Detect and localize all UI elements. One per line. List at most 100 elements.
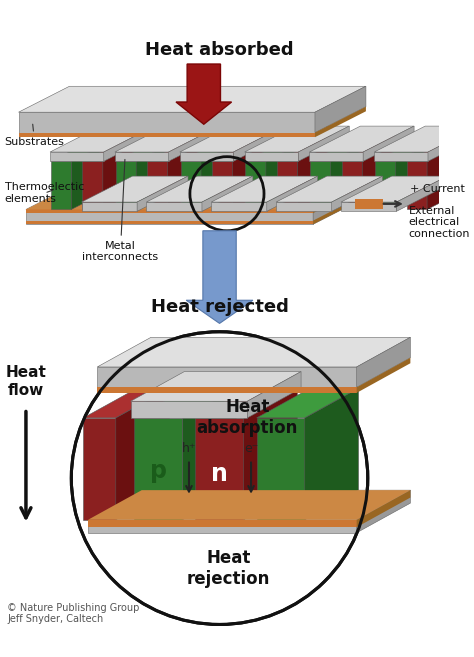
Polygon shape <box>186 231 253 323</box>
Polygon shape <box>211 176 318 202</box>
Polygon shape <box>315 106 366 137</box>
Polygon shape <box>18 112 315 133</box>
Polygon shape <box>181 135 252 161</box>
Polygon shape <box>116 388 170 520</box>
Polygon shape <box>88 490 410 520</box>
Polygon shape <box>315 86 366 133</box>
Polygon shape <box>331 135 382 210</box>
Polygon shape <box>256 388 358 418</box>
Polygon shape <box>375 161 396 210</box>
Polygon shape <box>51 161 71 210</box>
Polygon shape <box>97 337 410 367</box>
Polygon shape <box>246 135 317 161</box>
Text: Metal
interconnects: Metal interconnects <box>82 160 158 262</box>
Polygon shape <box>146 202 202 212</box>
Polygon shape <box>305 388 358 520</box>
Polygon shape <box>363 126 414 161</box>
Polygon shape <box>115 126 219 152</box>
Polygon shape <box>88 520 356 533</box>
Text: + Current: + Current <box>410 184 465 194</box>
Text: Heat
flow: Heat flow <box>6 365 46 397</box>
Polygon shape <box>26 210 313 224</box>
Polygon shape <box>26 221 313 224</box>
Polygon shape <box>310 161 331 210</box>
Text: Heat absorbed: Heat absorbed <box>145 41 294 59</box>
Polygon shape <box>245 152 298 161</box>
Polygon shape <box>212 135 283 161</box>
Polygon shape <box>342 161 362 210</box>
Ellipse shape <box>71 332 368 624</box>
Polygon shape <box>18 133 315 137</box>
Polygon shape <box>131 401 247 418</box>
Polygon shape <box>201 135 252 210</box>
Polygon shape <box>195 388 297 418</box>
Text: © Nature Publishing Group
Jeff Snyder, Caltech: © Nature Publishing Group Jeff Snyder, C… <box>8 603 140 624</box>
Polygon shape <box>407 135 474 161</box>
Polygon shape <box>202 176 253 212</box>
Polygon shape <box>356 490 410 527</box>
Polygon shape <box>211 202 267 212</box>
Polygon shape <box>212 161 233 210</box>
Polygon shape <box>82 202 137 212</box>
Polygon shape <box>375 135 447 161</box>
Polygon shape <box>168 135 219 210</box>
Text: p: p <box>150 459 167 483</box>
Polygon shape <box>71 135 122 210</box>
Polygon shape <box>181 161 201 210</box>
Polygon shape <box>276 176 383 202</box>
Polygon shape <box>50 152 104 161</box>
Polygon shape <box>83 418 116 520</box>
Polygon shape <box>298 126 349 161</box>
Polygon shape <box>147 135 219 161</box>
Polygon shape <box>362 135 413 210</box>
Polygon shape <box>297 135 348 210</box>
Polygon shape <box>356 357 410 393</box>
Text: h⁺: h⁺ <box>182 442 196 455</box>
Polygon shape <box>26 183 364 210</box>
Polygon shape <box>341 176 447 202</box>
Polygon shape <box>332 176 383 212</box>
Polygon shape <box>356 337 410 388</box>
Polygon shape <box>310 135 382 161</box>
Polygon shape <box>313 183 364 224</box>
Polygon shape <box>97 388 356 393</box>
Text: Substrates: Substrates <box>5 124 64 147</box>
Polygon shape <box>97 367 356 388</box>
Polygon shape <box>82 135 154 161</box>
Polygon shape <box>374 126 474 152</box>
Polygon shape <box>313 194 364 224</box>
Polygon shape <box>116 135 187 161</box>
Polygon shape <box>247 372 301 418</box>
Polygon shape <box>134 388 236 418</box>
Polygon shape <box>169 126 219 161</box>
Polygon shape <box>246 161 266 210</box>
Text: Heat rejected: Heat rejected <box>151 298 289 316</box>
Polygon shape <box>374 152 428 161</box>
Polygon shape <box>147 161 168 210</box>
Polygon shape <box>50 126 155 152</box>
Polygon shape <box>26 183 364 210</box>
Polygon shape <box>137 176 188 212</box>
Polygon shape <box>427 135 474 210</box>
Polygon shape <box>82 161 103 210</box>
Polygon shape <box>180 152 233 161</box>
Polygon shape <box>136 135 187 210</box>
Text: Thermoelectic
elements: Thermoelectic elements <box>5 183 84 204</box>
Polygon shape <box>256 418 305 520</box>
Polygon shape <box>313 183 364 213</box>
Polygon shape <box>396 135 447 210</box>
Polygon shape <box>51 135 122 161</box>
Polygon shape <box>341 202 396 212</box>
Polygon shape <box>116 161 136 210</box>
Polygon shape <box>182 388 236 520</box>
Polygon shape <box>245 126 349 152</box>
Ellipse shape <box>71 332 368 624</box>
Polygon shape <box>18 86 366 112</box>
Polygon shape <box>115 152 169 161</box>
Polygon shape <box>104 126 155 161</box>
Polygon shape <box>233 126 284 161</box>
Polygon shape <box>276 202 332 212</box>
Polygon shape <box>88 520 356 527</box>
Polygon shape <box>82 176 188 202</box>
Text: Heat
rejection: Heat rejection <box>187 549 271 588</box>
